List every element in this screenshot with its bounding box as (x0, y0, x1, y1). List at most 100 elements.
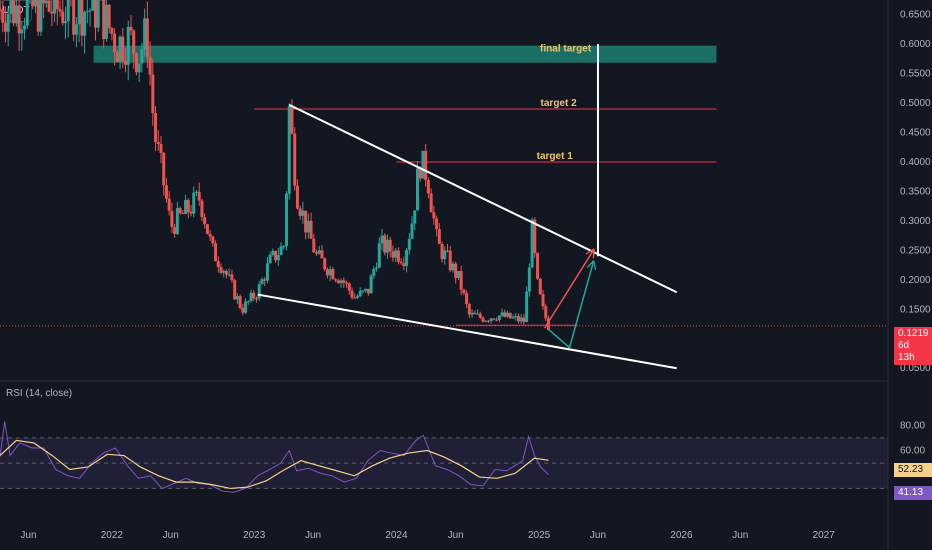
candle-body (530, 219, 534, 268)
candle-body (175, 207, 179, 234)
candle-body (249, 292, 253, 302)
candle (388, 236, 392, 258)
candle (276, 248, 280, 266)
price-axis-tick: 0.4000 (900, 157, 931, 168)
candle (173, 223, 177, 238)
rsi-indicator-title[interactable]: RSI (14, close) (6, 388, 73, 399)
candle-body (345, 282, 349, 284)
candle-body (194, 191, 198, 193)
candle (541, 289, 545, 310)
candle (184, 194, 188, 215)
candle-body (451, 263, 455, 271)
time-axis-tick: Jun (732, 530, 748, 541)
candle-body (113, 33, 117, 53)
candle (233, 278, 237, 301)
candle-body (145, 18, 149, 57)
candle (385, 234, 389, 259)
candle (287, 103, 291, 200)
candle-body (85, 11, 89, 13)
candle-body (6, 13, 10, 32)
candle-body (91, 0, 95, 11)
candle-body (238, 296, 242, 308)
candle (467, 302, 471, 318)
candle (12, 0, 16, 27)
candle (301, 201, 305, 224)
candle-body (20, 29, 24, 34)
candle (102, 0, 106, 49)
time-axis-tick: Jun (590, 530, 606, 541)
price-axis-tick: 0.3000 (900, 216, 931, 227)
candle (186, 198, 190, 219)
candle-body (3, 22, 7, 32)
candle (227, 268, 231, 277)
candle (290, 99, 294, 135)
candle (402, 256, 406, 271)
candle (145, 1, 149, 69)
rsi-ma-badge: 52.23 (894, 463, 932, 477)
candle-body (178, 207, 182, 213)
candle-body (80, 0, 84, 36)
candle-body (268, 254, 272, 264)
candle-body (66, 0, 70, 22)
candle (192, 186, 196, 218)
candle (500, 308, 504, 318)
candle (140, 42, 144, 73)
candle (415, 160, 419, 211)
candle (77, 0, 81, 43)
candle-body (208, 233, 212, 237)
candle-body (435, 218, 439, 230)
time-axis-tick: Jun (448, 530, 464, 541)
candle-body (492, 318, 496, 320)
candle-body (36, 0, 40, 32)
candle (170, 202, 174, 234)
candle (6, 8, 10, 47)
candle-body (167, 198, 171, 211)
candle (200, 198, 204, 222)
candle-body (473, 312, 477, 315)
candle-body (260, 279, 264, 285)
candle-body (470, 312, 474, 315)
candle (31, 0, 35, 10)
candle (331, 266, 335, 280)
candle-body (295, 185, 299, 209)
candle (519, 313, 523, 325)
candle-body (72, 0, 76, 35)
candle (426, 177, 430, 199)
candle (484, 320, 488, 323)
candle-body (503, 312, 507, 317)
candle-body (121, 36, 125, 62)
candle (459, 265, 463, 296)
candle (29, 0, 31, 5)
candle-body (61, 11, 65, 24)
candle-body (456, 270, 460, 279)
candle (476, 309, 480, 315)
candle-body (511, 317, 515, 319)
candle-body (315, 252, 319, 254)
candle-body (309, 220, 313, 239)
candle-body (544, 306, 548, 319)
candle-body (361, 290, 365, 292)
candle (151, 59, 155, 126)
candle (285, 191, 289, 251)
candle (298, 205, 302, 220)
candle (350, 287, 354, 300)
candle-body (484, 320, 488, 322)
candle (238, 294, 242, 310)
candle-body (129, 26, 133, 31)
candle (194, 189, 198, 197)
price-axis-tick: 0.1500 (900, 304, 931, 315)
candle-body (347, 283, 351, 291)
candle (219, 263, 223, 275)
candle (265, 257, 269, 284)
candle-body (214, 243, 218, 262)
candle (167, 190, 171, 216)
candle-body (432, 212, 436, 219)
candle (164, 178, 168, 203)
candle (429, 188, 433, 213)
candle-body (235, 296, 239, 300)
candle-body (426, 179, 430, 194)
candle (508, 312, 512, 319)
candle (96, 0, 100, 32)
candle-body (290, 106, 294, 134)
